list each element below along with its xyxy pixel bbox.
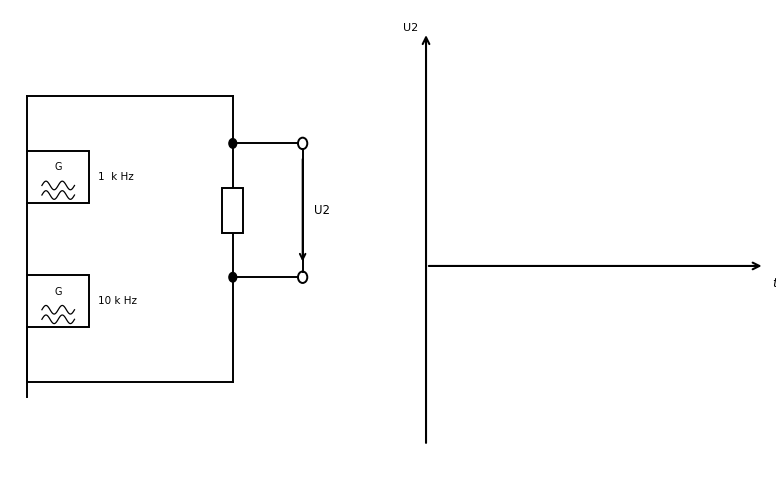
Text: 10 k Hz: 10 k Hz [98,296,137,306]
Bar [27,275,89,327]
Text: G: G [54,163,62,173]
Text: U2: U2 [314,204,331,217]
Text: t: t [772,277,776,291]
Text: G: G [54,287,62,297]
Bar [222,187,244,233]
Bar [27,151,89,203]
Text: U2: U2 [404,23,418,33]
Circle shape [229,139,237,148]
Circle shape [229,272,237,282]
Text: 1  k Hz: 1 k Hz [98,172,133,182]
